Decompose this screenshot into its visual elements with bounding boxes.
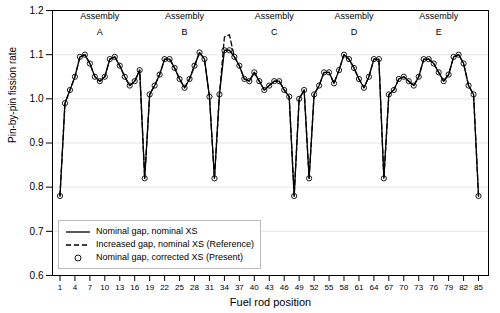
html-text:Nominal gap, nominal XS: Nominal gap, nominal XS — [96, 226, 198, 236]
svg-text:76: 76 — [429, 283, 438, 292]
svg-text:4: 4 — [73, 283, 78, 292]
svg-text:0.8: 0.8 — [30, 181, 44, 192]
svg-text:58: 58 — [340, 283, 349, 292]
svg-text:0.6: 0.6 — [30, 270, 44, 281]
svg-text:82: 82 — [459, 283, 468, 292]
svg-text:37: 37 — [235, 283, 244, 292]
svg-text:0.9: 0.9 — [30, 137, 44, 148]
svg-text:Assembly: Assembly — [80, 11, 120, 21]
svg-text:79: 79 — [444, 283, 453, 292]
svg-text:19: 19 — [145, 283, 154, 292]
svg-text:7: 7 — [88, 283, 93, 292]
svg-text:D: D — [351, 27, 358, 37]
svg-text:28: 28 — [190, 283, 199, 292]
svg-text:13: 13 — [115, 283, 124, 292]
svg-text:67: 67 — [384, 283, 393, 292]
svg-text:34: 34 — [220, 283, 229, 292]
svg-text:73: 73 — [414, 283, 423, 292]
svg-text:Assembly: Assembly — [255, 11, 295, 21]
svg-text:31: 31 — [205, 283, 214, 292]
svg-text:55: 55 — [325, 283, 334, 292]
svg-text:1.2: 1.2 — [30, 5, 44, 16]
svg-text:Fuel rod position: Fuel rod position — [230, 296, 311, 308]
svg-text:52: 52 — [310, 283, 319, 292]
svg-text:1.1: 1.1 — [30, 49, 44, 60]
svg-text:Pin-by-pin fission rate: Pin-by-pin fission rate — [7, 46, 18, 143]
svg-text:22: 22 — [160, 283, 169, 292]
svg-text:1.0: 1.0 — [30, 93, 44, 104]
svg-text:A: A — [97, 27, 103, 37]
svg-text:B: B — [182, 27, 188, 37]
svg-text:46: 46 — [280, 283, 289, 292]
svg-text:0.7: 0.7 — [30, 226, 44, 237]
svg-text:C: C — [271, 27, 278, 37]
html-text:Nominal gap, corrected XS (Pre: Nominal gap, corrected XS (Present) — [96, 252, 244, 262]
svg-text:25: 25 — [175, 283, 184, 292]
svg-text:10: 10 — [100, 283, 109, 292]
svg-text:64: 64 — [369, 283, 378, 292]
svg-text:49: 49 — [295, 283, 304, 292]
svg-text:43: 43 — [265, 283, 274, 292]
svg-text:70: 70 — [399, 283, 408, 292]
svg-text:1: 1 — [58, 283, 63, 292]
svg-text:85: 85 — [474, 283, 483, 292]
svg-text:16: 16 — [130, 283, 139, 292]
svg-text:Assembly: Assembly — [334, 11, 374, 21]
svg-text:Assembly: Assembly — [419, 11, 459, 21]
svg-text:61: 61 — [354, 283, 363, 292]
svg-text:40: 40 — [250, 283, 259, 292]
html-text:Increased gap, nominal XS (Ref: Increased gap, nominal XS (Reference) — [96, 239, 255, 249]
svg-text:E: E — [436, 27, 442, 37]
svg-text:Assembly: Assembly — [165, 11, 205, 21]
